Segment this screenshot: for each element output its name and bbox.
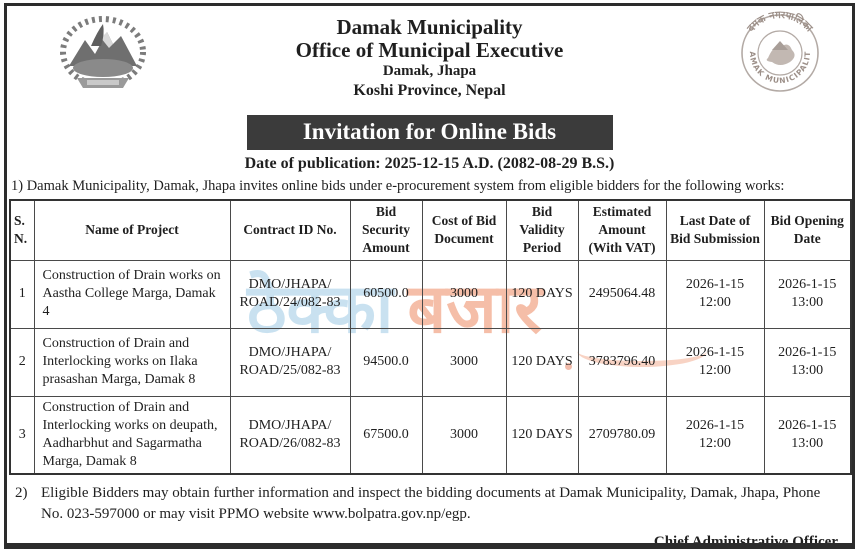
org-address: Damak, Jhapa xyxy=(382,62,477,79)
note-number: 2) xyxy=(15,485,28,502)
signature-title: Chief Administrative Officer xyxy=(653,533,838,549)
signature-block: Chief Administrative Officer Damak Munic… xyxy=(7,532,838,549)
cell-bid-security: 94500.0 xyxy=(349,327,423,397)
cell-opening-date: 2026-1-15 13:00 xyxy=(763,327,852,397)
col-header-estimated: Estimated Amount (With VAT) xyxy=(577,199,667,261)
coat-of-arms-icon xyxy=(60,16,146,88)
seal-icon: दमक नगरपालिका DAMAK MUNICIPALITY xyxy=(726,6,819,92)
notice-title-banner: Invitation for Online Bids xyxy=(246,115,613,150)
table-header-row: S. N. Name of Project Contract ID No. Bi… xyxy=(9,199,852,261)
cell-last-date: 2026-1-15 12:00 xyxy=(665,259,765,329)
note-2: 2) Eligible Bidders may obtain further i… xyxy=(15,483,846,524)
cell-sn: 2 xyxy=(9,327,35,397)
org-name: Damak Municipality xyxy=(336,15,523,39)
cell-last-date: 2026-1-15 12:00 xyxy=(665,395,765,475)
bids-table-wrapper: ठेक्का बजार S. N. Name of Project Contrac… xyxy=(9,199,852,476)
cell-contract-id: DMO/JHAPA/ ROAD/25/082-83 xyxy=(229,327,351,397)
cell-opening-date: 2026-1-15 13:00 xyxy=(763,259,852,329)
cell-validity: 120 DAYS xyxy=(505,259,579,329)
cell-contract-id: DMO/JHAPA/ ROAD/24/082-83 xyxy=(229,259,351,329)
notice-page: Damak Municipality Office of Municipal E… xyxy=(4,3,855,549)
col-header-sn: S. N. xyxy=(9,199,35,261)
nepal-coat-of-arms-logo xyxy=(51,10,155,98)
cell-doc-cost: 3000 xyxy=(421,395,507,475)
table-row: 2 Construction of Drain and Interlocking… xyxy=(9,327,852,397)
bids-table: S. N. Name of Project Contract ID No. Bi… xyxy=(9,199,852,476)
cell-project-name: Construction of Drain and Interlocking w… xyxy=(33,327,231,397)
publication-date: Date of publication: 2025-12-15 A.D. (20… xyxy=(244,155,615,172)
cell-last-date: 2026-1-15 12:00 xyxy=(665,327,765,397)
col-header-doc-cost: Cost of Bid Document xyxy=(421,199,507,261)
cell-bid-security: 60500.0 xyxy=(349,259,423,329)
letterhead: Damak Municipality Office of Municipal E… xyxy=(7,6,852,108)
cell-doc-cost: 3000 xyxy=(421,259,507,329)
col-header-validity: Bid Validity Period xyxy=(505,199,579,261)
cell-contract-id: DMO/JHAPA/ ROAD/26/082-83 xyxy=(229,395,351,475)
col-header-contract-id: Contract ID No. xyxy=(229,199,351,261)
cell-sn: 1 xyxy=(9,259,35,329)
table-row: 1 Construction of Drain works on Aastha … xyxy=(9,259,852,329)
cell-project-name: Construction of Drain and Interlocking w… xyxy=(33,395,231,475)
note-text: Eligible Bidders may obtain further info… xyxy=(41,485,821,522)
cell-estimated: 2709780.09 xyxy=(577,395,667,475)
cell-bid-security: 67500.0 xyxy=(349,395,423,475)
cell-doc-cost: 3000 xyxy=(421,327,507,397)
cell-opening-date: 2026-1-15 13:00 xyxy=(763,395,852,475)
cell-validity: 120 DAYS xyxy=(505,395,579,475)
municipality-seal: दमक नगरपालिका DAMAK MUNICIPALITY xyxy=(726,6,830,96)
org-province: Koshi Province, Nepal xyxy=(353,81,506,99)
col-header-last-date: Last Date of Bid Submission xyxy=(665,199,765,261)
intro-paragraph: 1) Damak Municipality, Damak, Jhapa invi… xyxy=(11,178,785,194)
cell-project-name: Construction of Drain works on Aastha Co… xyxy=(33,259,231,329)
col-header-opening-date: Bid Opening Date xyxy=(763,199,852,261)
col-header-project: Name of Project xyxy=(33,199,231,261)
org-office: Office of Municipal Executive xyxy=(295,37,564,62)
cell-estimated: 2495064.48 xyxy=(577,259,667,329)
cell-estimated: 3783796.40 xyxy=(577,327,667,397)
cell-sn: 3 xyxy=(9,395,35,475)
cell-validity: 120 DAYS xyxy=(505,327,579,397)
col-header-bid-security: Bid Security Amount xyxy=(349,199,423,261)
table-row: 3 Construction of Drain and Interlocking… xyxy=(9,395,852,475)
